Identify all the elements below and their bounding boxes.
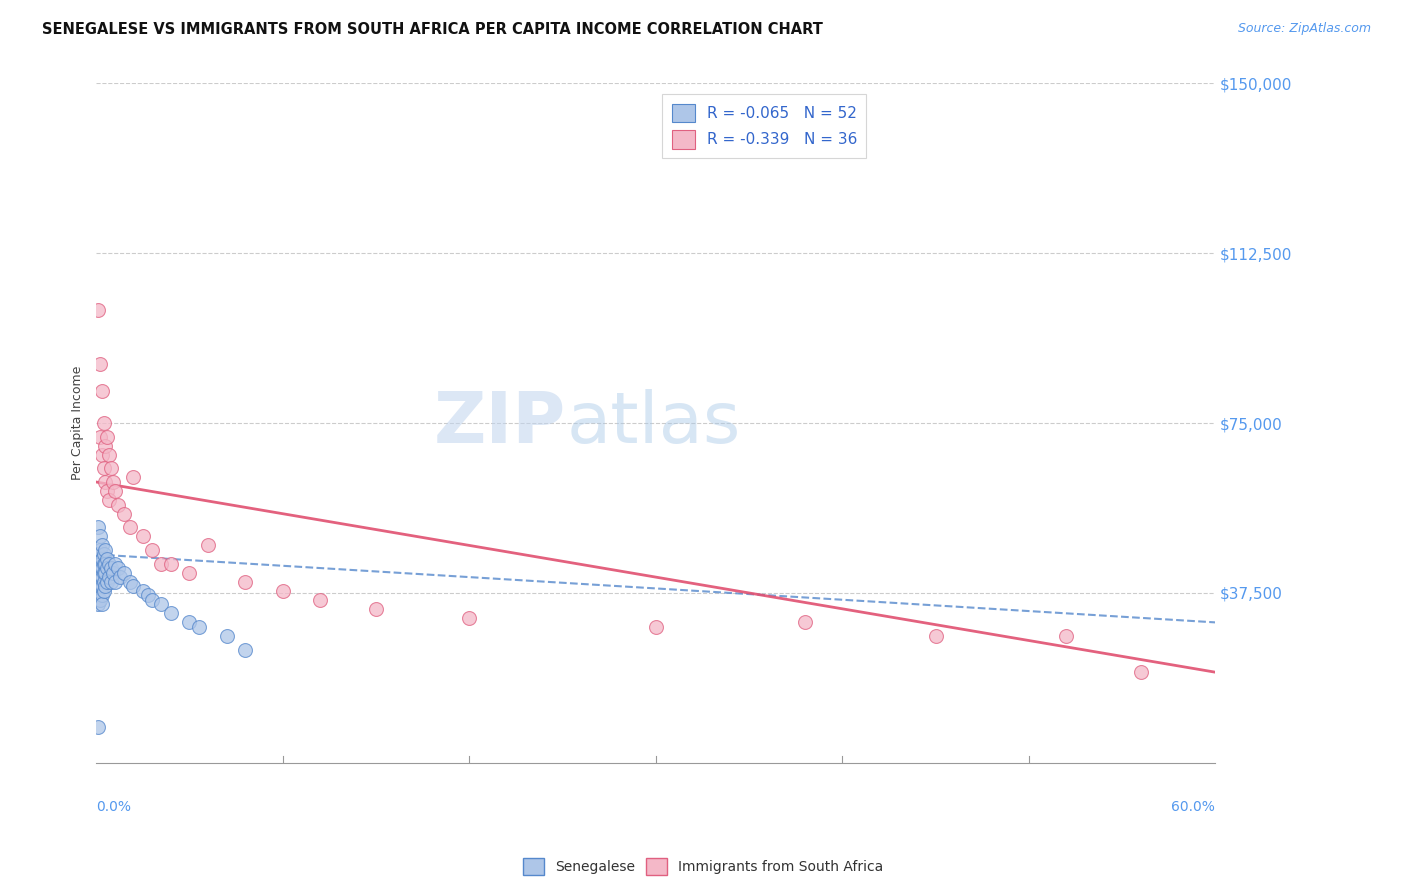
Text: atlas: atlas <box>567 389 741 458</box>
Point <box>100 574 122 589</box>
Point <box>90 538 112 552</box>
Point <box>90 579 112 593</box>
Point <box>309 592 332 607</box>
Point <box>93 574 115 589</box>
Point <box>104 574 127 589</box>
Point <box>131 529 153 543</box>
Point <box>150 557 173 571</box>
Point <box>89 557 111 571</box>
Point <box>89 357 111 371</box>
Point <box>100 461 122 475</box>
Point <box>94 543 117 558</box>
Point <box>112 566 135 580</box>
Point <box>136 588 159 602</box>
Point <box>96 430 118 444</box>
Point <box>93 583 115 598</box>
Point <box>89 543 111 558</box>
Point <box>110 570 132 584</box>
Point <box>104 557 127 571</box>
Point <box>118 520 141 534</box>
Point <box>179 566 201 580</box>
Point <box>107 498 129 512</box>
Point <box>87 720 110 734</box>
Legend: R = -0.065   N = 52, R = -0.339   N = 36: R = -0.065 N = 52, R = -0.339 N = 36 <box>662 95 866 158</box>
Text: 0.0%: 0.0% <box>96 800 131 814</box>
Point <box>112 507 135 521</box>
Point <box>197 538 219 552</box>
Text: 60.0%: 60.0% <box>1171 800 1215 814</box>
Point <box>87 561 110 575</box>
Text: SENEGALESE VS IMMIGRANTS FROM SOUTH AFRICA PER CAPITA INCOME CORRELATION CHART: SENEGALESE VS IMMIGRANTS FROM SOUTH AFRI… <box>42 22 823 37</box>
Point <box>96 561 118 575</box>
Point <box>159 557 181 571</box>
Point <box>107 561 129 575</box>
Point <box>93 566 115 580</box>
Legend: Senegalese, Immigrants from South Africa: Senegalese, Immigrants from South Africa <box>517 853 889 880</box>
Point <box>94 566 117 580</box>
Point <box>924 629 946 643</box>
Point <box>100 561 122 575</box>
Point <box>644 620 666 634</box>
Point <box>118 574 141 589</box>
Point <box>141 592 163 607</box>
Text: ZIP: ZIP <box>434 389 567 458</box>
Point <box>89 570 111 584</box>
Point <box>89 430 111 444</box>
Point <box>87 520 110 534</box>
Point <box>87 548 110 562</box>
Text: Source: ZipAtlas.com: Source: ZipAtlas.com <box>1237 22 1371 36</box>
Point <box>1129 665 1152 680</box>
Point <box>104 484 127 499</box>
Point <box>90 597 112 611</box>
Point <box>93 461 115 475</box>
Point <box>233 574 256 589</box>
Point <box>94 439 117 453</box>
Y-axis label: Per Capita Income: Per Capita Income <box>72 366 84 480</box>
Point <box>131 583 153 598</box>
Point <box>98 448 121 462</box>
Point <box>90 448 112 462</box>
Point <box>87 597 110 611</box>
Point <box>150 597 173 611</box>
Point <box>87 302 110 317</box>
Point <box>98 557 121 571</box>
Point <box>96 552 118 566</box>
Point <box>90 561 112 575</box>
Point <box>233 642 256 657</box>
Point <box>96 484 118 499</box>
Point <box>215 629 238 643</box>
Point <box>101 475 124 489</box>
Point <box>94 475 117 489</box>
Point <box>793 615 815 630</box>
Point <box>101 566 124 580</box>
Point <box>122 470 145 484</box>
Point <box>93 548 115 562</box>
Point <box>98 493 121 508</box>
Point <box>90 570 112 584</box>
Point <box>458 611 481 625</box>
Point <box>94 557 117 571</box>
Point <box>179 615 201 630</box>
Point <box>364 602 387 616</box>
Point <box>159 607 181 621</box>
Point <box>90 588 112 602</box>
Point <box>96 574 118 589</box>
Point <box>89 529 111 543</box>
Point <box>141 543 163 558</box>
Point <box>187 620 209 634</box>
Point <box>94 579 117 593</box>
Point <box>98 570 121 584</box>
Point <box>89 579 111 593</box>
Point <box>271 583 294 598</box>
Point <box>93 557 115 571</box>
Point <box>90 552 112 566</box>
Point <box>90 384 112 399</box>
Point <box>122 579 145 593</box>
Point <box>87 583 110 598</box>
Point <box>1054 629 1077 643</box>
Point <box>89 592 111 607</box>
Point <box>93 416 115 430</box>
